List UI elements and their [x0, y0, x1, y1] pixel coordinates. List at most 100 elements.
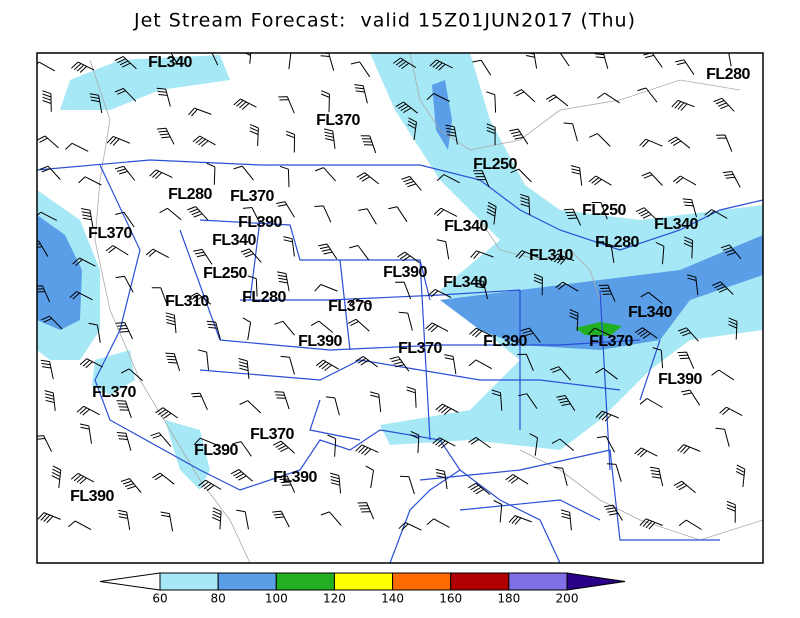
wind-barb: [588, 175, 612, 186]
wind-barb: [639, 518, 663, 530]
wind-barb: [395, 281, 412, 300]
wind-barb: [149, 169, 173, 180]
wind-barb: [191, 392, 208, 410]
wind-barb: [472, 59, 492, 76]
wind-barb: [468, 359, 492, 370]
wind-barb: [355, 444, 379, 456]
wind-barb: [393, 57, 417, 69]
wind-barb: [467, 482, 491, 495]
wind-barb: [563, 122, 578, 142]
wind-barb: [587, 327, 612, 337]
colorbar-segment: [508, 572, 568, 591]
wind-barb: [238, 358, 250, 379]
flight-level-label: FL280: [595, 234, 639, 251]
wind-barb: [105, 245, 129, 256]
wind-barb: [491, 389, 503, 411]
wind-barb: [640, 291, 663, 304]
wind-barb: [667, 136, 691, 149]
wind-barb: [39, 165, 61, 180]
coastlines: [89, 53, 763, 563]
colorbar-above: [566, 572, 626, 591]
wind-barb: [37, 240, 49, 257]
wind-barb: [120, 368, 143, 382]
colorbar-segment: [159, 572, 219, 591]
wind-barb: [283, 236, 295, 257]
wind-barb: [70, 472, 95, 485]
colorbar-segment: [217, 572, 277, 591]
colorbar-tick-label: 140: [381, 592, 404, 606]
wind-barb: [325, 396, 340, 416]
wind-barb: [76, 405, 100, 416]
flight-level-label: FL340: [443, 274, 487, 291]
wind-barb: [639, 398, 663, 408]
wind-barb: [508, 515, 532, 525]
wind-barb: [348, 298, 372, 306]
flight-level-label: FL370: [92, 384, 136, 401]
wind-barb: [704, 209, 728, 219]
wind-barb: [187, 206, 209, 221]
wind-barb: [398, 522, 422, 531]
flight-level-label: FL390: [194, 442, 238, 459]
wind-barb: [671, 99, 695, 111]
colorbar-tick-label: 80: [211, 592, 226, 606]
flight-level-label: FL390: [273, 469, 317, 486]
wind-barb: [395, 101, 418, 114]
wind-barb: [360, 135, 377, 154]
flight-level-label: FL370: [250, 426, 294, 443]
wind-barb: [233, 98, 257, 110]
colorbar: 60 80 100 120 140 160 180 200: [99, 572, 626, 606]
wind-barb: [145, 248, 170, 259]
wind-barb: [78, 176, 102, 186]
wind-barb: [206, 162, 216, 185]
wind-barb: [560, 509, 572, 531]
wind-barb: [726, 500, 736, 523]
wind-barb: [240, 248, 262, 263]
wind-barb: [37, 512, 61, 524]
wind-barb: [115, 211, 135, 228]
wind-barb: [197, 349, 209, 371]
wind-barb: [550, 253, 575, 265]
wind-barb: [655, 241, 665, 265]
wind-barb: [716, 134, 733, 152]
wind-barb: [444, 354, 457, 375]
wind-barb: [106, 135, 131, 146]
wind-barb: [606, 463, 622, 482]
wind-barb: [505, 474, 529, 485]
wind-barb: [278, 475, 296, 493]
map-frame: [36, 52, 764, 564]
wind-barb: [473, 170, 490, 188]
wind-barb: [37, 135, 59, 149]
wind-barb: [117, 509, 131, 530]
wind-barb: [435, 468, 448, 490]
wind-barb: [42, 90, 52, 112]
wind-barb: [686, 274, 699, 296]
flight-level-label: FL370: [88, 225, 132, 242]
wind-barb: [550, 366, 571, 381]
wind-barb: [410, 430, 420, 454]
wind-barb: [193, 248, 213, 265]
wind-barb: [314, 167, 336, 182]
wind-barb: [520, 193, 531, 216]
wind-barb: [244, 53, 252, 64]
wind-barb: [356, 172, 380, 185]
wind-barb: [672, 175, 697, 186]
wind-barb: [635, 207, 658, 221]
wind-barb: [595, 367, 618, 380]
wind-barb: [159, 207, 182, 221]
wind-barb: [160, 511, 174, 532]
colorbar-segment: [392, 572, 452, 591]
flight-level-label: FL370: [328, 298, 372, 315]
wind-barb: [277, 271, 290, 292]
wind-barb: [720, 244, 742, 260]
wind-barb: [553, 466, 568, 486]
wind-barb: [515, 250, 539, 259]
wind-barb: [649, 466, 664, 487]
wind-barb: [407, 117, 417, 141]
wind-barb: [193, 437, 218, 446]
wind-barb: [37, 285, 51, 303]
wind-barb: [735, 464, 746, 488]
wind-barb: [715, 427, 730, 447]
wind-barb: [517, 393, 538, 409]
wind-barb: [673, 480, 696, 494]
